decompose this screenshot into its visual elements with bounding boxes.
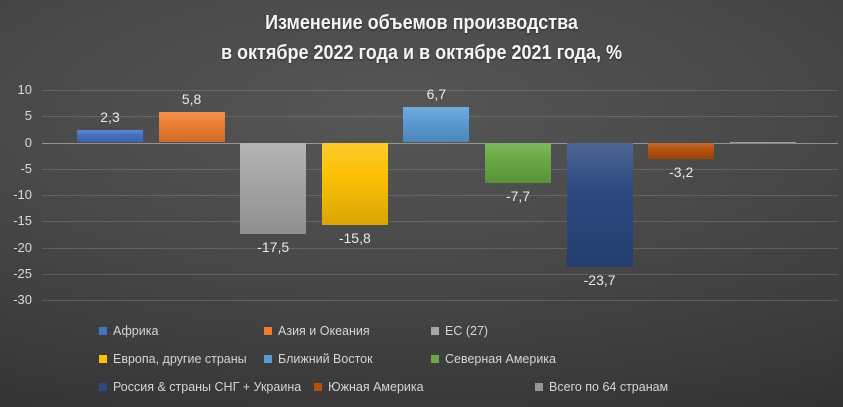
gridline <box>42 195 838 196</box>
y-axis-label: -5 <box>20 160 32 176</box>
legend-item-0: Африка <box>99 323 158 339</box>
legend-item-7: Южная Америка <box>314 379 424 395</box>
bar-value-label: -17,5 <box>257 239 290 256</box>
legend-item-3: Европа, другие страны <box>99 351 247 367</box>
gridline <box>42 273 838 275</box>
legend-swatch <box>535 383 543 391</box>
chart-title-line2: в октябре 2022 года и в октябре 2021 год… <box>220 42 623 64</box>
y-axis-label: -30 <box>13 292 32 307</box>
y-axis-label: -20 <box>13 239 32 255</box>
bar-value-label: 6,7 <box>426 86 447 103</box>
legend-item-6: Россия & страны СНГ + Украина <box>99 379 301 395</box>
legend-label: Европа, другие страны <box>113 352 247 366</box>
chart-title-line1: Изменение объемов производства <box>265 12 578 34</box>
bar-series-2 <box>240 142 307 235</box>
bar-series-8 <box>729 141 796 144</box>
chart-title: Изменение объемов производства в октябре… <box>42 8 801 68</box>
y-axis-label: 0 <box>24 134 32 150</box>
gridline <box>42 247 838 249</box>
legend-label: Южная Америка <box>328 380 424 394</box>
zero-gridline <box>42 142 838 144</box>
bar-series-7 <box>648 142 715 160</box>
gridline <box>42 90 838 91</box>
bar-series-5 <box>485 142 551 183</box>
bar-value-label: -23,7 <box>583 271 616 288</box>
legend-swatch <box>99 327 107 335</box>
legend-swatch <box>264 327 272 335</box>
bar-series-4 <box>403 107 470 143</box>
legend-item-5: Северная Америка <box>431 351 556 367</box>
y-axis-label: 5 <box>24 108 32 124</box>
legend-label: Азия и Океания <box>278 324 370 338</box>
bar-value-label: -3,2 <box>669 164 694 181</box>
gridline <box>42 221 838 223</box>
legend-swatch <box>264 355 272 363</box>
bar-series-6 <box>566 142 633 267</box>
gridline <box>42 168 838 170</box>
legend-label: Ближний Восток <box>278 352 373 366</box>
gridline <box>42 300 838 301</box>
legend-swatch <box>99 383 107 391</box>
y-axis-label: -25 <box>13 265 32 281</box>
legend-item-4: Ближний Восток <box>264 351 373 367</box>
bar-value-label: 2,3 <box>100 109 120 126</box>
legend-item-2: ЕС (27) <box>431 323 488 339</box>
legend-item-8: Всего по 64 странам <box>535 379 668 395</box>
legend-label: Россия & страны СНГ + Украина <box>113 380 302 394</box>
y-axis-label: -15 <box>13 213 32 229</box>
y-axis-label: 10 <box>17 82 32 97</box>
y-axis-label: -10 <box>13 187 32 202</box>
legend-label: ЕС (27) <box>445 324 489 338</box>
legend-item-1: Азия и Океания <box>264 323 370 339</box>
legend-swatch <box>431 327 439 335</box>
bar-series-3 <box>321 142 388 226</box>
legend-label: Африка <box>113 324 159 338</box>
bar-series-1 <box>158 112 225 143</box>
bar-series-0 <box>77 130 143 143</box>
legend-swatch <box>314 383 322 391</box>
bar-value-label: -15,8 <box>338 230 371 247</box>
bar-value-label: -7,7 <box>505 187 531 204</box>
legend-label: Северная Америка <box>445 352 556 366</box>
legend-label: Всего по 64 странам <box>549 380 669 394</box>
plot-area: 2,3 5,8 -17,5 -15,8 6,7 -7,7 -23,7 -3,2 <box>42 86 838 301</box>
legend-swatch <box>99 355 107 363</box>
legend-swatch <box>431 355 439 363</box>
bar-value-label: 5,8 <box>181 91 202 108</box>
